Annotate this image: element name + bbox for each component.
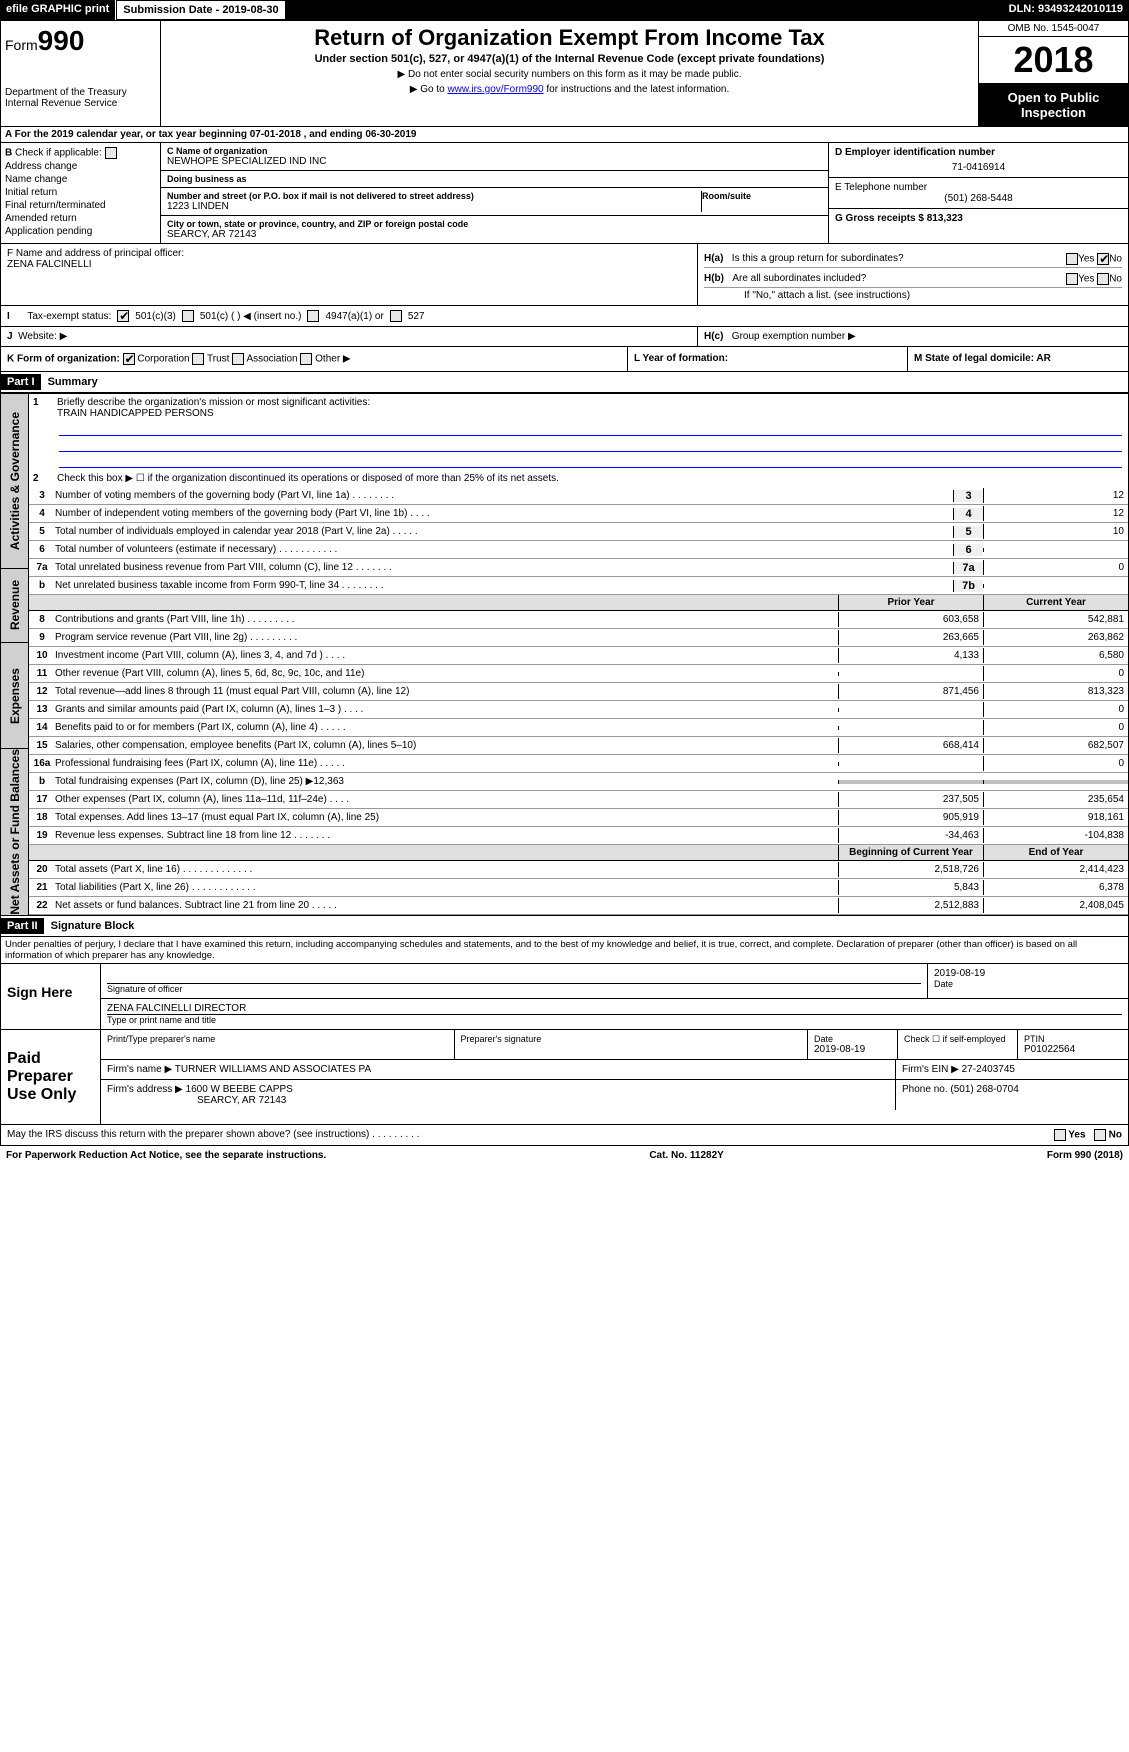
sidebar-net: Net Assets or Fund Balances: [8, 749, 22, 915]
may-irs: May the IRS discuss this return with the…: [0, 1125, 1129, 1146]
block-fh: F Name and address of principal officer:…: [0, 244, 1129, 306]
line-4: 4Number of independent voting members of…: [29, 505, 1128, 523]
row-j: J Website: ▶ H(c) Group exemption number…: [0, 327, 1129, 347]
form-number: Form990: [5, 25, 156, 57]
penalty-statement: Under penalties of perjury, I declare th…: [0, 937, 1129, 964]
form-title: Return of Organization Exempt From Incom…: [165, 25, 974, 51]
top-bar: efile GRAPHIC print Submission Date - 20…: [0, 0, 1129, 20]
line-10: 10Investment income (Part VIII, column (…: [29, 647, 1128, 665]
phone: (501) 268-5448: [835, 193, 1122, 204]
omb-number: OMB No. 1545-0047: [979, 21, 1128, 37]
row-a-tax-year: A For the 2019 calendar year, or tax yea…: [0, 127, 1129, 143]
col-b-checkboxes: B Check if applicable: Address change Na…: [1, 143, 161, 243]
f-label: F Name and address of principal officer:: [7, 248, 691, 259]
c-name-label: C Name of organization: [167, 146, 822, 156]
col-headers-2: Beginning of Current Year End of Year: [29, 845, 1128, 861]
tax-year: 2018: [979, 37, 1128, 84]
dln: DLN: 93493242010119: [1003, 0, 1129, 20]
q2: 2Check this box ▶ ☐ if the organization …: [29, 470, 1128, 487]
paid-preparer: Paid Preparer Use Only Print/Type prepar…: [0, 1030, 1129, 1125]
form-subtitle: Under section 501(c), 527, or 4947(a)(1)…: [165, 53, 974, 65]
line-18: 18Total expenses. Add lines 13–17 (must …: [29, 809, 1128, 827]
street: 1223 LINDEN: [167, 201, 701, 212]
line-15: 15Salaries, other compensation, employee…: [29, 737, 1128, 755]
line-9: 9Program service revenue (Part VIII, lin…: [29, 629, 1128, 647]
line-3: 3Number of voting members of the governi…: [29, 487, 1128, 505]
sidebar-expenses: Expenses: [8, 668, 22, 724]
main-table: Activities & Governance Revenue Expenses…: [0, 393, 1129, 916]
block-bcde: B Check if applicable: Address change Na…: [0, 143, 1129, 244]
open-public: Open to Public Inspection: [979, 84, 1128, 126]
d-label: D Employer identification number: [835, 147, 1122, 158]
line-b: bTotal fundraising expenses (Part IX, co…: [29, 773, 1128, 791]
part2-header: Part II Signature Block: [0, 916, 1129, 937]
e-label: E Telephone number: [835, 182, 1122, 193]
line-22: 22Net assets or fund balances. Subtract …: [29, 897, 1128, 915]
signature-block: Sign Here Signature of officer 2019-08-1…: [0, 964, 1129, 1030]
line-13: 13Grants and similar amounts paid (Part …: [29, 701, 1128, 719]
header: Form990 Department of the Treasury Inter…: [0, 20, 1129, 127]
dept-treasury: Department of the Treasury Internal Reve…: [5, 87, 156, 109]
part1-header: Part I Summary: [0, 372, 1129, 393]
row-klm: K Form of organization: Corporation Trus…: [0, 347, 1129, 372]
efile-label: efile GRAPHIC print: [0, 0, 116, 20]
col-headers-1: Prior Year Current Year: [29, 595, 1128, 611]
line-11: 11Other revenue (Part VIII, column (A), …: [29, 665, 1128, 683]
dba-label: Doing business as: [167, 174, 822, 184]
sidebar-governance: Activities & Governance: [8, 412, 22, 550]
paid-label: Paid Preparer Use Only: [1, 1030, 101, 1124]
line-b: bNet unrelated business taxable income f…: [29, 577, 1128, 595]
note-ssn: ▶ Do not enter social security numbers o…: [165, 69, 974, 80]
city: SEARCY, AR 72143: [167, 229, 822, 240]
irs-link[interactable]: www.irs.gov/Form990: [447, 84, 543, 95]
officer-name: ZENA FALCINELLI: [7, 259, 691, 270]
sidebar-revenue: Revenue: [8, 580, 22, 630]
footer: For Paperwork Reduction Act Notice, see …: [0, 1146, 1129, 1165]
g-gross: G Gross receipts $ 813,323: [835, 213, 1122, 224]
sign-here: Sign Here: [1, 964, 101, 1029]
org-name: NEWHOPE SPECIALIZED IND INC: [167, 156, 822, 167]
line-14: 14Benefits paid to or for members (Part …: [29, 719, 1128, 737]
submission-date: Submission Date - 2019-08-30: [116, 0, 285, 20]
line-19: 19Revenue less expenses. Subtract line 1…: [29, 827, 1128, 845]
line-6: 6Total number of volunteers (estimate if…: [29, 541, 1128, 559]
line-12: 12Total revenue—add lines 8 through 11 (…: [29, 683, 1128, 701]
line-21: 21Total liabilities (Part X, line 26) . …: [29, 879, 1128, 897]
line-20: 20Total assets (Part X, line 16) . . . .…: [29, 861, 1128, 879]
note-link: ▶ Go to www.irs.gov/Form990 for instruct…: [165, 84, 974, 95]
ein: 71-0416914: [835, 162, 1122, 173]
row-i-tax-status: I Tax-exempt status: 501(c)(3) 501(c) ( …: [0, 306, 1129, 327]
line-5: 5Total number of individuals employed in…: [29, 523, 1128, 541]
q1: 1 Briefly describe the organization's mi…: [29, 394, 1128, 422]
line-16a: 16aProfessional fundraising fees (Part I…: [29, 755, 1128, 773]
line-8: 8Contributions and grants (Part VIII, li…: [29, 611, 1128, 629]
line-17: 17Other expenses (Part IX, column (A), l…: [29, 791, 1128, 809]
line-7a: 7aTotal unrelated business revenue from …: [29, 559, 1128, 577]
